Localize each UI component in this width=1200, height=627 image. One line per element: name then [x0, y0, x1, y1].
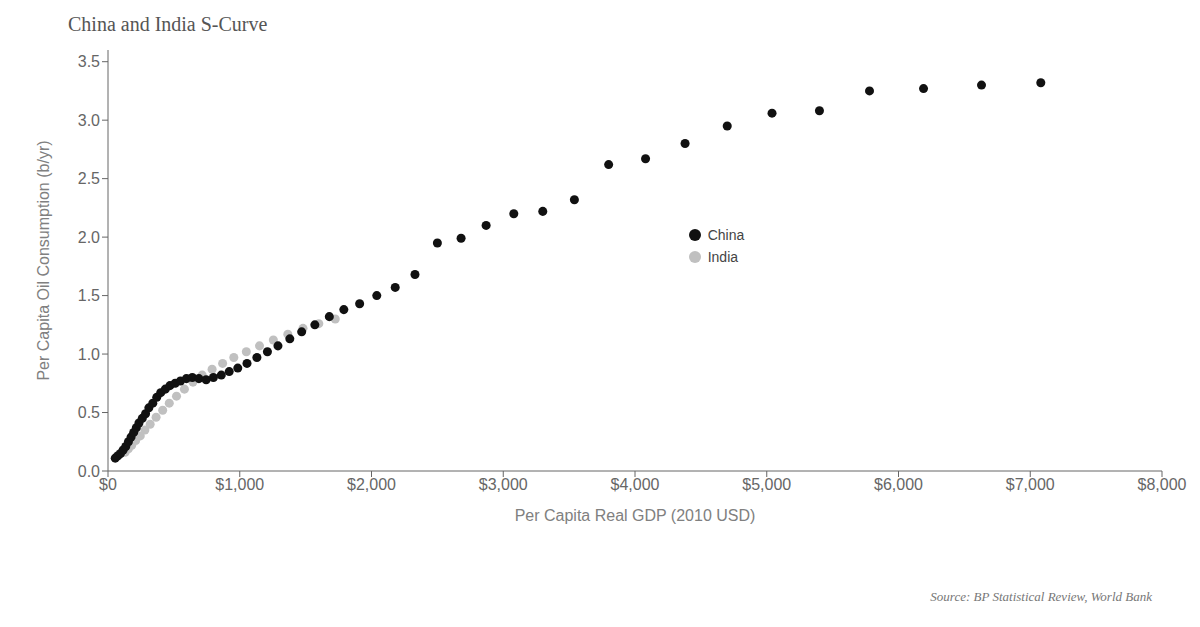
svg-text:$7,000: $7,000	[1006, 476, 1055, 493]
svg-text:1.0: 1.0	[78, 346, 100, 363]
svg-text:$1,000: $1,000	[215, 476, 264, 493]
svg-text:2.5: 2.5	[78, 170, 100, 187]
svg-text:Per Capita Oil Consumption (b/: Per Capita Oil Consumption (b/yr)	[35, 140, 52, 380]
svg-text:$8,000: $8,000	[1138, 476, 1187, 493]
html-text:China: China	[707, 226, 745, 243]
svg-text:$6,000: $6,000	[874, 476, 923, 493]
html-text:Source: BP Statistical Review,: Source: BP Statistical Review, World Ban…	[930, 589, 1152, 604]
svg-text:3.5: 3.5	[78, 53, 100, 70]
html-text:China and India S-Curve: China and India S-Curve	[68, 13, 268, 35]
svg-text:3.0: 3.0	[78, 112, 100, 129]
svg-text:2.0: 2.0	[78, 229, 100, 246]
html-text:India: India	[707, 248, 738, 265]
svg-text:$0: $0	[99, 476, 117, 493]
svg-text:1.5: 1.5	[78, 287, 100, 304]
svg-text:$5,000: $5,000	[742, 476, 791, 493]
svg-text:Per Capita Real GDP (2010 USD): Per Capita Real GDP (2010 USD)	[515, 507, 756, 524]
svg-text:0.0: 0.0	[78, 463, 100, 480]
svg-text:$2,000: $2,000	[347, 476, 396, 493]
svg-text:$4,000: $4,000	[611, 476, 660, 493]
svg-text:0.5: 0.5	[78, 404, 100, 421]
svg-text:$3,000: $3,000	[479, 476, 528, 493]
